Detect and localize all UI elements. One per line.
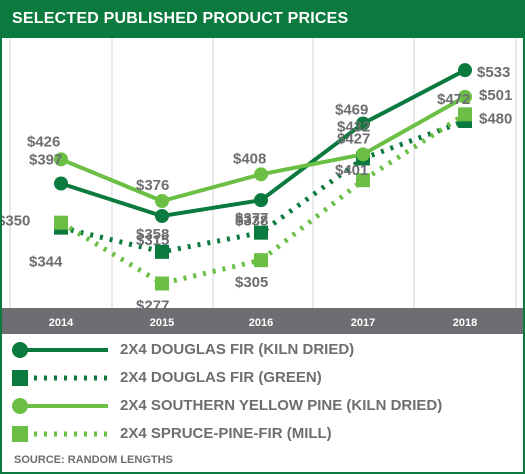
source-note: SOURCE: RANDOM LENGTHS	[14, 454, 173, 466]
series-3-data-label-1: $277	[136, 298, 169, 309]
legend-swatch-0	[12, 342, 108, 358]
legend-item-0: 2X4 DOUGLAS FIR (KILN DRIED)	[2, 336, 523, 364]
series-3-data-label-2: $305	[235, 274, 268, 291]
legend-swatch-3	[12, 426, 108, 442]
series-1-point-2	[254, 225, 268, 240]
series-2-data-label-3: $432	[337, 118, 370, 135]
title-bar: SELECTED PUBLISHED PRODUCT PRICES	[2, 2, 523, 38]
x-tick-label-2015: 2015	[150, 317, 174, 329]
series-0-point-0	[54, 176, 68, 191]
series-2-point-3	[356, 147, 370, 162]
series-2-point-0	[54, 152, 68, 167]
legend-swatch-2	[12, 398, 108, 414]
legend-marker-3	[12, 426, 28, 442]
series-1-data-label-2: $338	[235, 213, 268, 230]
legend-marker-2	[12, 398, 28, 414]
legend-item-3: 2X4 SPRUCE-PINE-FIR (MILL)	[2, 420, 523, 448]
series-3-point-4	[458, 107, 472, 122]
series-1-data-label-1: $315	[136, 232, 169, 249]
series-3-point-0	[54, 215, 68, 230]
series-2-point-4	[458, 89, 472, 104]
legend-swatch-1	[12, 370, 108, 386]
series-0-point-3	[356, 116, 370, 131]
series-0-point-1	[155, 209, 169, 223]
series-0-data-label-3: $469	[335, 102, 368, 119]
series-1-data-label-4: $472	[437, 91, 470, 108]
x-axis-year-bar: 2014 2015 2016 2017 2018	[2, 308, 523, 334]
series-0-data-label-0: $397	[29, 152, 62, 169]
series-0-data-label-2: $377	[235, 210, 268, 227]
legend-marker-0	[12, 342, 28, 358]
legend-label-3: 2X4 SPRUCE-PINE-FIR (MILL)	[120, 425, 332, 442]
series-0-data-label-4: $533	[477, 64, 510, 81]
legend-marker-1	[12, 370, 28, 386]
x-axis-labels: 2014 2015 2016 2017 2018	[49, 317, 477, 329]
series-2-point-1	[155, 194, 169, 208]
chart-title: SELECTED PUBLISHED PRODUCT PRICES	[12, 10, 349, 27]
x-tick-label-2014: 2014	[49, 317, 74, 329]
series-0-data-label-1: $358	[136, 226, 169, 243]
x-tick-label-2018: 2018	[453, 317, 477, 329]
series-2-point-2	[254, 167, 268, 182]
series-3-point-2	[254, 253, 268, 268]
series-1-point-1	[155, 244, 169, 259]
price-line-chart: $397 $358 $377 $469 $533 $344 $315 $338 $427 $472…	[2, 38, 517, 309]
legend-label-1: 2X4 DOUGLAS FIR (GREEN)	[120, 369, 322, 386]
series-2-data-label-0: $426	[27, 133, 60, 150]
series-3-data-label-0: $350	[2, 213, 30, 230]
series-3-data-label-4: $480	[479, 110, 512, 127]
legend-label-0: 2X4 DOUGLAS FIR (KILN DRIED)	[120, 341, 355, 358]
series-line-2	[60, 95, 466, 204]
series-2-data-label-4: $501	[479, 87, 512, 104]
series-3-point-1	[155, 276, 169, 291]
series-1-data-label-0: $344	[29, 254, 63, 271]
legend-item-2: 2X4 SOUTHERN YELLOW PINE (KILN DRIED)	[2, 392, 523, 420]
legend-item-1: 2X4 DOUGLAS FIR (GREEN)	[2, 364, 523, 392]
series-2-data-label-1: $376	[136, 177, 169, 194]
series-3-point-3	[356, 173, 370, 188]
series-0-point-4	[458, 63, 472, 78]
x-tick-label-2016: 2016	[249, 317, 273, 329]
x-tick-label-2017: 2017	[351, 317, 375, 329]
series-0-point-2	[254, 193, 268, 208]
series-3-data-label-3: $401	[335, 162, 368, 179]
series-2-data-label-2: $408	[233, 150, 266, 167]
series-1-data-label-3: $427	[337, 131, 370, 148]
legend-label-2: 2X4 SOUTHERN YELLOW PINE (KILN DRIED)	[120, 397, 443, 414]
